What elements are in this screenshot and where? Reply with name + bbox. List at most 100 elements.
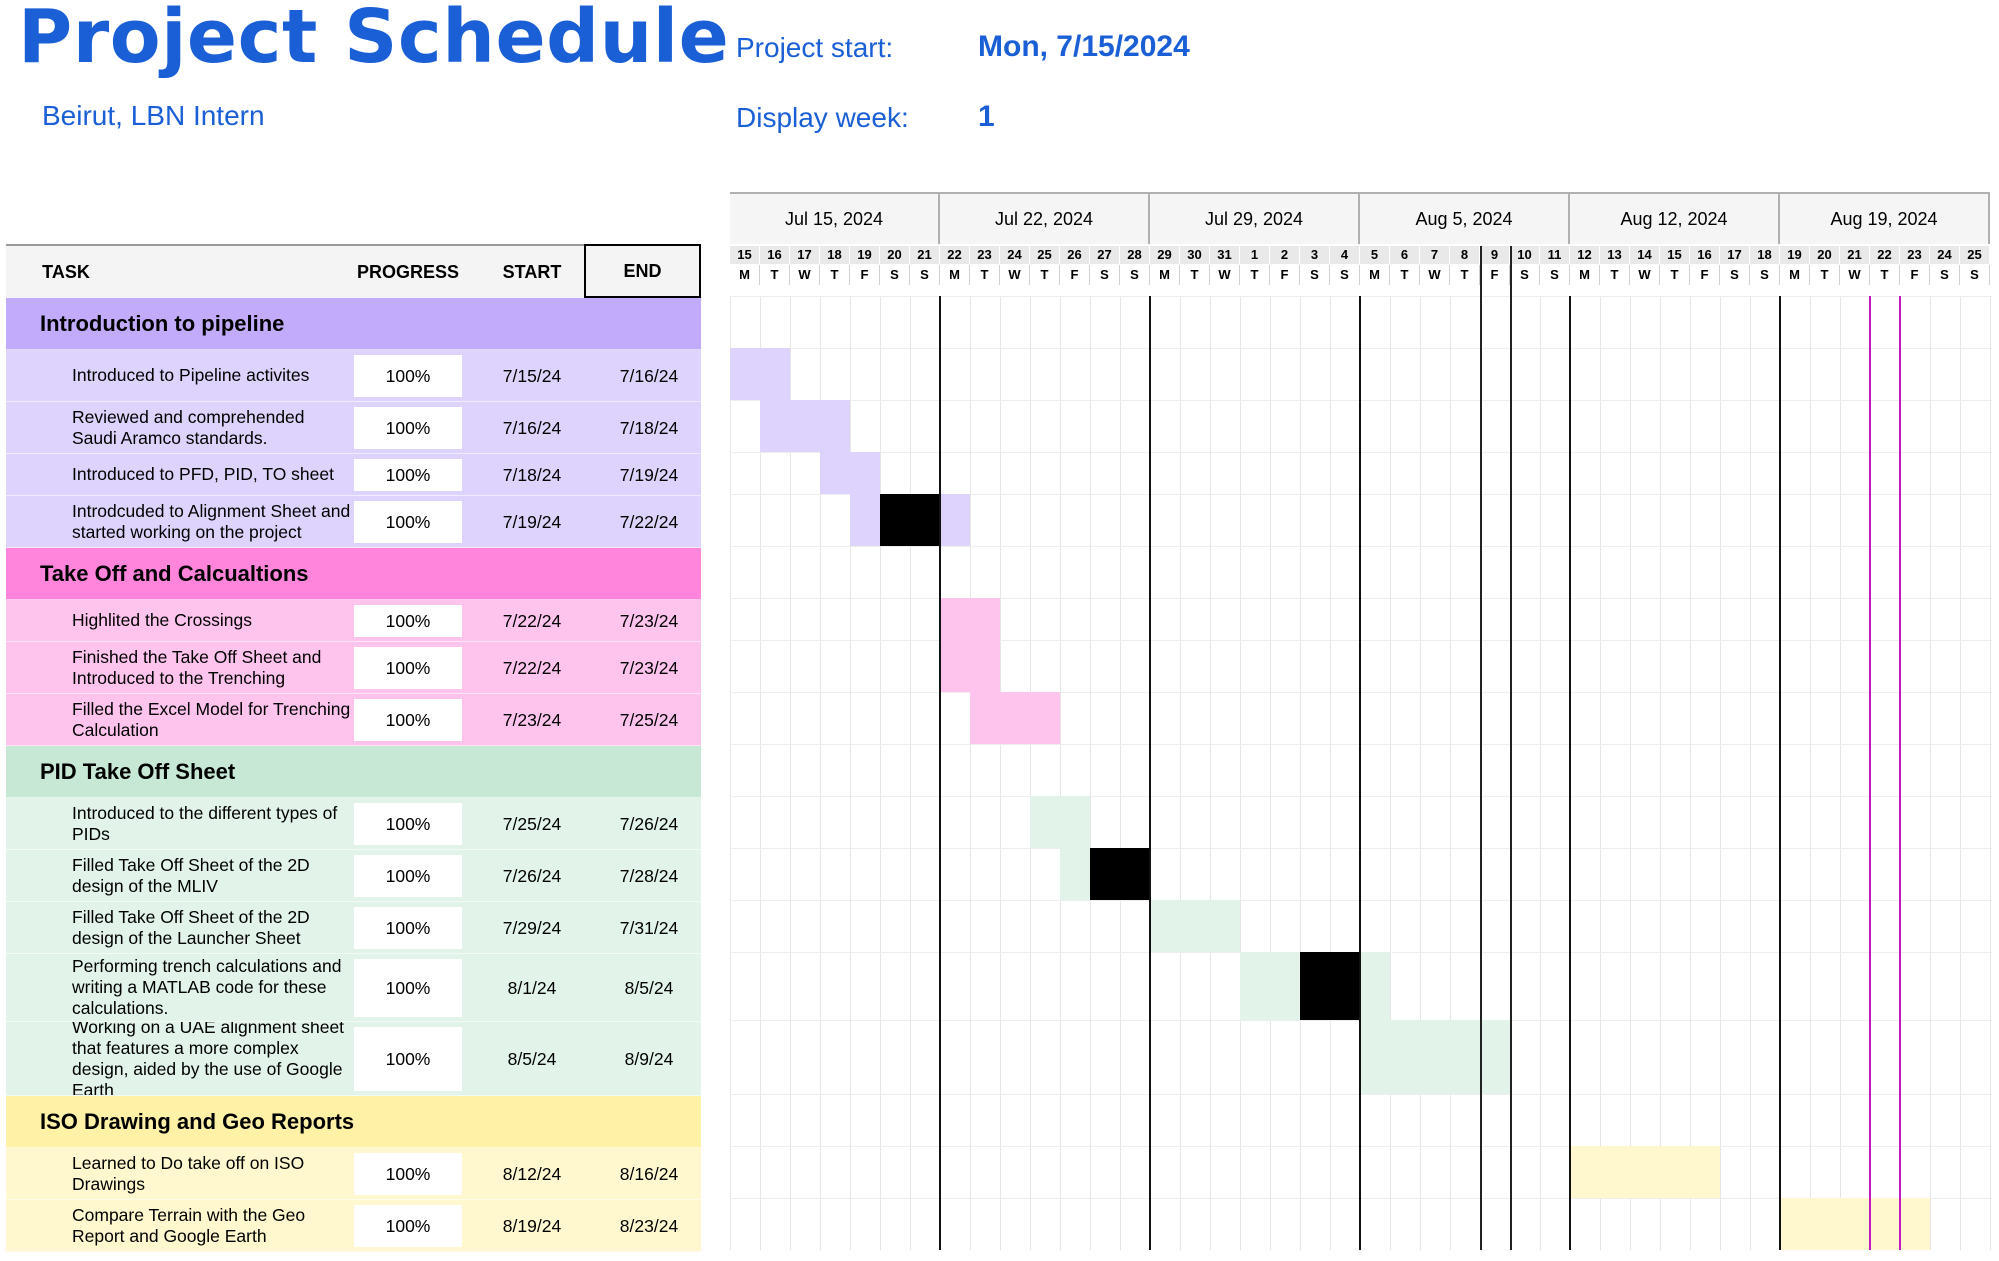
task-start-date[interactable]: 7/25/24 [502, 814, 562, 834]
day-number: 12 [1570, 246, 1600, 264]
task-end-date[interactable]: 8/16/24 [619, 1164, 679, 1184]
day-gridline [1630, 296, 1631, 1250]
task-progress[interactable]: 100% [354, 803, 462, 845]
task-row[interactable]: Reviewed and comprehended Saudi Aramco s… [6, 402, 701, 454]
task-row[interactable]: Introduced to Pipeline activites 100% 7/15… [6, 350, 701, 402]
task-end-date[interactable]: 7/25/24 [619, 710, 679, 730]
task-row[interactable]: Introdcuded to Alignment Sheet and start… [6, 496, 701, 548]
day-gridline [730, 296, 731, 1250]
task-end-date[interactable]: 7/23/24 [619, 611, 679, 631]
task-progress[interactable]: 100% [354, 459, 462, 491]
day-letter: T [1390, 265, 1420, 285]
task-end-date[interactable]: 7/16/24 [619, 366, 679, 386]
task-row[interactable]: Finished the Take Off Sheet and Introduc… [6, 642, 701, 694]
task-progress[interactable]: 100% [354, 407, 462, 449]
phase-row[interactable]: PID Take Off Sheet [6, 746, 701, 798]
day-letter: M [1150, 265, 1180, 285]
task-row[interactable]: Performing trench calculations and writi… [6, 954, 701, 1022]
task-row[interactable]: Filled the Excel Model for Trenching Cal… [6, 694, 701, 746]
task-progress[interactable]: 100% [354, 907, 462, 949]
task-end-date[interactable]: 8/23/24 [619, 1216, 679, 1236]
task-bar-segment [760, 348, 790, 400]
day-gridline [1300, 296, 1301, 1250]
task-end-date[interactable]: 7/18/24 [619, 418, 679, 438]
task-end-date[interactable]: 7/23/24 [619, 658, 679, 678]
day-gridline [850, 296, 851, 1250]
project-start-value[interactable]: Mon, 7/15/2024 [978, 30, 1190, 63]
task-bar-segment [790, 400, 820, 452]
task-start-date[interactable]: 7/18/24 [502, 465, 562, 485]
task-name: Finished the Take Off Sheet and Introduc… [72, 646, 322, 688]
task-end-date[interactable]: 7/31/24 [619, 918, 679, 938]
task-start-date[interactable]: 8/19/24 [502, 1216, 562, 1236]
task-bar-segment [970, 640, 1000, 692]
day-gridline [1210, 296, 1211, 1250]
day-gridline [1450, 296, 1451, 1250]
display-week-value[interactable]: 1 [978, 100, 995, 133]
task-row[interactable]: Working on a UAE alignment sheet that fe… [6, 1022, 701, 1096]
day-number: 15 [730, 246, 760, 264]
day-number: 5 [1360, 246, 1390, 264]
task-start-date[interactable]: 8/5/24 [507, 1049, 557, 1069]
task-progress[interactable]: 100% [354, 1153, 462, 1195]
task-progress[interactable]: 100% [354, 1205, 462, 1247]
day-number: 3 [1300, 246, 1330, 264]
task-progress[interactable]: 100% [354, 699, 462, 741]
week-header: Jul 15, 2024 [730, 192, 940, 244]
week-header: Aug 5, 2024 [1360, 192, 1570, 244]
task-start-date[interactable]: 8/1/24 [507, 978, 557, 998]
task-start-date[interactable]: 8/12/24 [502, 1164, 562, 1184]
task-row[interactable]: Filled Take Off Sheet of the 2D design o… [6, 850, 701, 902]
day-gridline [1990, 296, 1991, 1250]
task-start-date[interactable]: 7/22/24 [502, 611, 562, 631]
day-number: 25 [1960, 246, 1990, 264]
task-name: Compare Terrain with the Geo Report and … [72, 1204, 306, 1246]
task-progress[interactable]: 100% [354, 605, 462, 637]
day-number: 14 [1630, 246, 1660, 264]
task-end-date[interactable]: 7/28/24 [619, 866, 679, 886]
task-bar-segment [850, 494, 880, 546]
task-progress[interactable]: 100% [354, 855, 462, 897]
task-bar-segment [1150, 900, 1180, 952]
task-row[interactable]: Highlited the Crossings 100% 7/22/24 7/23/2… [6, 600, 701, 642]
task-name: Highlited the Crossings [72, 610, 252, 630]
phase-row[interactable]: ISO Drawing and Geo Reports [6, 1096, 701, 1148]
day-letter: T [1030, 265, 1060, 285]
task-row[interactable]: Learned to Do take off on ISO Drawings 10… [6, 1148, 701, 1200]
task-end-date[interactable]: 7/22/24 [619, 512, 679, 532]
week-separator [1779, 296, 1781, 1250]
day-number: 6 [1390, 246, 1420, 264]
task-row[interactable]: Introduced to PFD, PID, TO sheet 100% 7/18… [6, 454, 701, 496]
day-number: 16 [1690, 246, 1720, 264]
task-bar-segment [1270, 952, 1300, 1020]
day-number: 25 [1030, 246, 1060, 264]
task-start-date[interactable]: 7/23/24 [502, 710, 562, 730]
task-row[interactable]: Introduced to the different types of PID… [6, 798, 701, 850]
task-start-date[interactable]: 7/19/24 [502, 512, 562, 532]
task-progress[interactable]: 100% [354, 1027, 462, 1091]
task-start-date[interactable]: 7/22/24 [502, 658, 562, 678]
task-end-date[interactable]: 7/26/24 [619, 814, 679, 834]
task-progress[interactable]: 100% [354, 355, 462, 397]
phase-row[interactable]: Take Off and Calcualtions [6, 548, 701, 600]
day-number: 26 [1060, 246, 1090, 264]
phase-row[interactable]: Introduction to pipeline [6, 298, 701, 350]
task-start-date[interactable]: 7/29/24 [502, 918, 562, 938]
task-progress[interactable]: 100% [354, 959, 462, 1017]
week-separator [1359, 296, 1361, 1250]
task-progress[interactable]: 100% [354, 647, 462, 689]
day-gridline [1090, 296, 1091, 1250]
task-start-date[interactable]: 7/16/24 [502, 418, 562, 438]
task-end-date[interactable]: 8/5/24 [624, 978, 674, 998]
task-row[interactable]: Compare Terrain with the Geo Report and … [6, 1200, 701, 1252]
day-number: 18 [1750, 246, 1780, 264]
row-gridline [730, 1198, 1992, 1199]
task-start-date[interactable]: 7/15/24 [502, 366, 562, 386]
day-letter: T [1240, 265, 1270, 285]
day-number: 24 [1930, 246, 1960, 264]
task-end-date[interactable]: 8/9/24 [624, 1049, 674, 1069]
task-progress[interactable]: 100% [354, 501, 462, 543]
task-row[interactable]: Filled Take Off Sheet of the 2D design o… [6, 902, 701, 954]
task-end-date[interactable]: 7/19/24 [619, 465, 679, 485]
task-start-date[interactable]: 7/26/24 [502, 866, 562, 886]
